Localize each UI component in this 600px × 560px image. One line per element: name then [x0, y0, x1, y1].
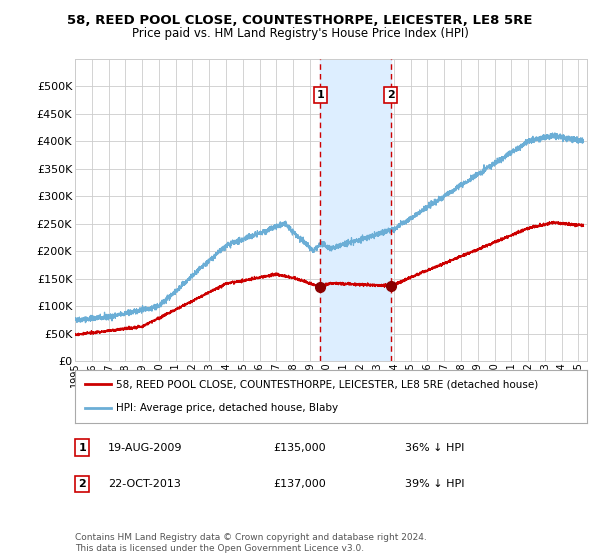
Text: 2: 2: [387, 90, 395, 100]
Text: £135,000: £135,000: [273, 443, 326, 452]
Text: £137,000: £137,000: [273, 479, 326, 489]
Text: 1: 1: [317, 90, 325, 100]
Text: 39% ↓ HPI: 39% ↓ HPI: [405, 479, 464, 489]
Text: 58, REED POOL CLOSE, COUNTESTHORPE, LEICESTER, LE8 5RE (detached house): 58, REED POOL CLOSE, COUNTESTHORPE, LEIC…: [116, 380, 538, 390]
Text: Price paid vs. HM Land Registry's House Price Index (HPI): Price paid vs. HM Land Registry's House …: [131, 27, 469, 40]
Text: 58, REED POOL CLOSE, COUNTESTHORPE, LEICESTER, LE8 5RE: 58, REED POOL CLOSE, COUNTESTHORPE, LEIC…: [67, 14, 533, 27]
Text: Contains HM Land Registry data © Crown copyright and database right 2024.
This d: Contains HM Land Registry data © Crown c…: [75, 533, 427, 553]
Text: 19-AUG-2009: 19-AUG-2009: [108, 443, 182, 452]
Text: 22-OCT-2013: 22-OCT-2013: [108, 479, 181, 489]
Text: 2: 2: [79, 479, 86, 489]
Text: 1: 1: [79, 443, 86, 452]
Bar: [320, 59, 391, 361]
Text: HPI: Average price, detached house, Blaby: HPI: Average price, detached house, Blab…: [116, 403, 338, 413]
Text: 36% ↓ HPI: 36% ↓ HPI: [405, 443, 464, 452]
